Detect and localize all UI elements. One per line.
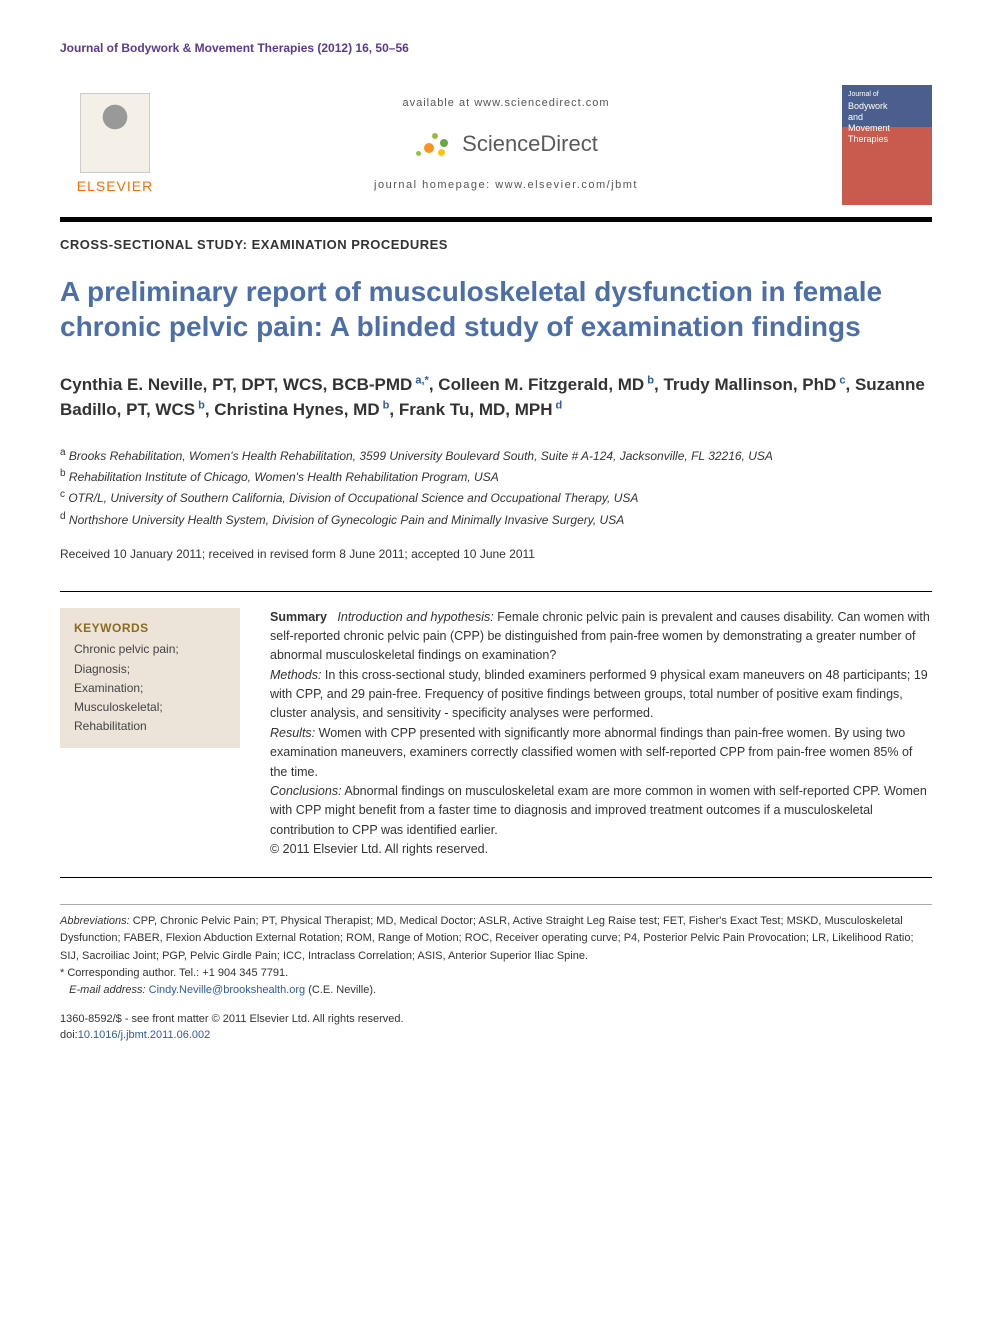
sciencedirect-logo: ScienceDirect bbox=[414, 129, 598, 160]
methods-label: Methods: bbox=[270, 668, 321, 682]
author-list: Cynthia E. Neville, PT, DPT, WCS, BCB-PM… bbox=[60, 372, 932, 423]
abbrev-label: Abbreviations: bbox=[60, 915, 130, 927]
masthead-center: available at www.sciencedirect.com Scien… bbox=[170, 96, 842, 194]
abstract-row: KEYWORDS Chronic pelvic pain;Diagnosis;E… bbox=[60, 591, 932, 879]
intro-label: Introduction and hypothesis: bbox=[337, 610, 493, 624]
author: Colleen M. Fitzgerald, MD b bbox=[438, 375, 654, 394]
cover-title-4: Therapies bbox=[848, 134, 926, 145]
author: Frank Tu, MD, MPH d bbox=[399, 400, 562, 419]
article-dates: Received 10 January 2011; received in re… bbox=[60, 546, 932, 563]
running-head: Journal of Bodywork & Movement Therapies… bbox=[60, 40, 932, 57]
summary-block: Summary Introduction and hypothesis: Fem… bbox=[270, 608, 932, 860]
elsevier-logo: ELSEVIER bbox=[60, 93, 170, 197]
email-link[interactable]: Cindy.Neville@brookshealth.org bbox=[149, 984, 305, 996]
journal-homepage-text: journal homepage: www.elsevier.com/jbmt bbox=[170, 178, 842, 193]
sciencedirect-name: ScienceDirect bbox=[462, 129, 598, 160]
affiliation: a Brooks Rehabilitation, Women's Health … bbox=[60, 445, 932, 466]
summary-copyright: © 2011 Elsevier Ltd. All rights reserved… bbox=[270, 842, 488, 856]
doi-line: doi:10.1016/j.jbmt.2011.06.002 bbox=[60, 1027, 932, 1044]
doi-prefix: doi: bbox=[60, 1029, 78, 1041]
keywords-heading: KEYWORDS bbox=[74, 620, 226, 637]
conclusions-text: Abnormal findings on musculoskeletal exa… bbox=[270, 784, 927, 837]
conclusions-label: Conclusions: bbox=[270, 784, 342, 798]
cover-title-3: Movement bbox=[848, 123, 926, 134]
results-label: Results: bbox=[270, 726, 315, 740]
affiliation-list: a Brooks Rehabilitation, Women's Health … bbox=[60, 445, 932, 530]
footer-block: 1360-8592/$ - see front matter © 2011 El… bbox=[60, 1011, 932, 1044]
affiliation: d Northshore University Health System, D… bbox=[60, 509, 932, 530]
sciencedirect-dots-icon bbox=[414, 131, 454, 159]
front-matter-line: 1360-8592/$ - see front matter © 2011 El… bbox=[60, 1011, 932, 1028]
abbreviations-line: Abbreviations: CPP, Chronic Pelvic Pain;… bbox=[60, 913, 932, 964]
affiliation: c OTR/L, University of Southern Californ… bbox=[60, 487, 932, 508]
abbrev-text: CPP, Chronic Pelvic Pain; PT, Physical T… bbox=[60, 915, 914, 961]
footnotes: Abbreviations: CPP, Chronic Pelvic Pain;… bbox=[60, 904, 932, 998]
cover-title-1: Bodywork bbox=[848, 101, 926, 112]
email-suffix: (C.E. Neville). bbox=[305, 984, 376, 996]
journal-cover-thumbnail: Journal of Bodywork and Movement Therapi… bbox=[842, 85, 932, 205]
elsevier-name: ELSEVIER bbox=[60, 177, 170, 197]
article-title: A preliminary report of musculoskeletal … bbox=[60, 274, 932, 344]
author: Cynthia E. Neville, PT, DPT, WCS, BCB-PM… bbox=[60, 375, 429, 394]
masthead: ELSEVIER available at www.sciencedirect.… bbox=[60, 77, 932, 217]
email-line: E-mail address: Cindy.Neville@brooksheal… bbox=[60, 982, 932, 999]
cover-small-text: Journal of bbox=[848, 91, 926, 99]
available-at-text: available at www.sciencedirect.com bbox=[170, 96, 842, 111]
keywords-list: Chronic pelvic pain;Diagnosis;Examinatio… bbox=[74, 640, 226, 736]
summary-lead: Summary bbox=[270, 610, 327, 624]
divider-thick bbox=[60, 217, 932, 222]
elsevier-tree-icon bbox=[80, 93, 150, 173]
doi-link[interactable]: 10.1016/j.jbmt.2011.06.002 bbox=[78, 1029, 211, 1041]
author: Trudy Mallinson, PhD c bbox=[663, 375, 845, 394]
cover-title-2: and bbox=[848, 112, 926, 123]
results-text: Women with CPP presented with significan… bbox=[270, 726, 912, 779]
corresponding-author-line: * Corresponding author. Tel.: +1 904 345… bbox=[60, 965, 932, 982]
article-type: CROSS-SECTIONAL STUDY: EXAMINATION PROCE… bbox=[60, 236, 932, 254]
email-label: E-mail address: bbox=[69, 984, 145, 996]
keywords-box: KEYWORDS Chronic pelvic pain;Diagnosis;E… bbox=[60, 608, 240, 749]
affiliation: b Rehabilitation Institute of Chicago, W… bbox=[60, 466, 932, 487]
methods-text: In this cross-sectional study, blinded e… bbox=[270, 668, 928, 721]
author: Christina Hynes, MD b bbox=[214, 400, 389, 419]
